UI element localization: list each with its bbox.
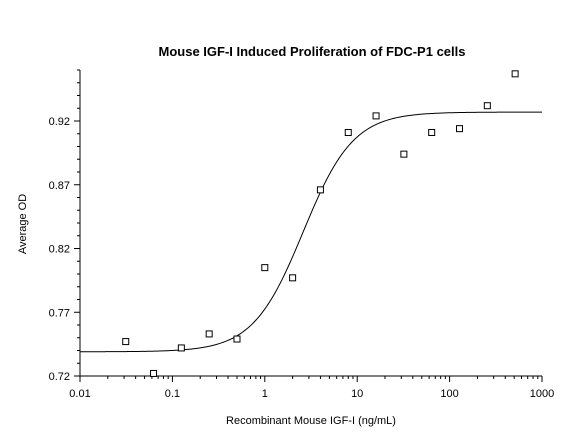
data-point-marker	[400, 150, 408, 158]
x-tick-label: 0.01	[69, 388, 90, 400]
axes: 0.01 0.1 1 10 100 1000 0.72 0.77 0.82 0.87 0.92	[49, 69, 554, 400]
x-tick-label: 1000	[530, 388, 554, 400]
fit-curve	[80, 111, 542, 353]
data-point-marker	[233, 335, 241, 343]
x-axis-label: Recombinant Mouse IGF-I (ng/mL)	[226, 415, 396, 427]
data-point-marker	[122, 338, 130, 346]
x-tick-label: 100	[440, 388, 458, 400]
chart-title: Mouse IGF-I Induced Proliferation of FDC…	[159, 44, 466, 59]
data-point-marker	[511, 70, 519, 78]
y-tick-label: 0.87	[49, 180, 70, 192]
y-tick-label: 0.72	[49, 371, 70, 383]
y-tick-label: 0.82	[49, 244, 70, 256]
data-points	[122, 70, 519, 377]
x-tick-label: 1	[262, 388, 268, 400]
x-tick-label: 0.1	[165, 388, 180, 400]
data-point-marker	[483, 102, 491, 110]
data-point-marker	[372, 112, 380, 120]
data-point-marker	[205, 330, 213, 338]
y-tick-label: 0.92	[49, 116, 70, 128]
y-axis-label: Average OD	[17, 194, 29, 254]
data-point-marker	[261, 264, 269, 272]
data-point-marker	[316, 186, 324, 194]
data-point-marker	[456, 125, 464, 133]
y-tick-label: 0.77	[49, 307, 70, 319]
data-point-marker	[289, 274, 297, 282]
fit-curve-group	[80, 111, 542, 353]
x-tick-label: 10	[351, 388, 363, 400]
data-point-marker	[428, 128, 436, 136]
data-point-marker	[344, 128, 352, 136]
axis-frame	[79, 70, 542, 377]
data-point-marker	[150, 369, 158, 377]
data-point-marker	[177, 344, 185, 352]
